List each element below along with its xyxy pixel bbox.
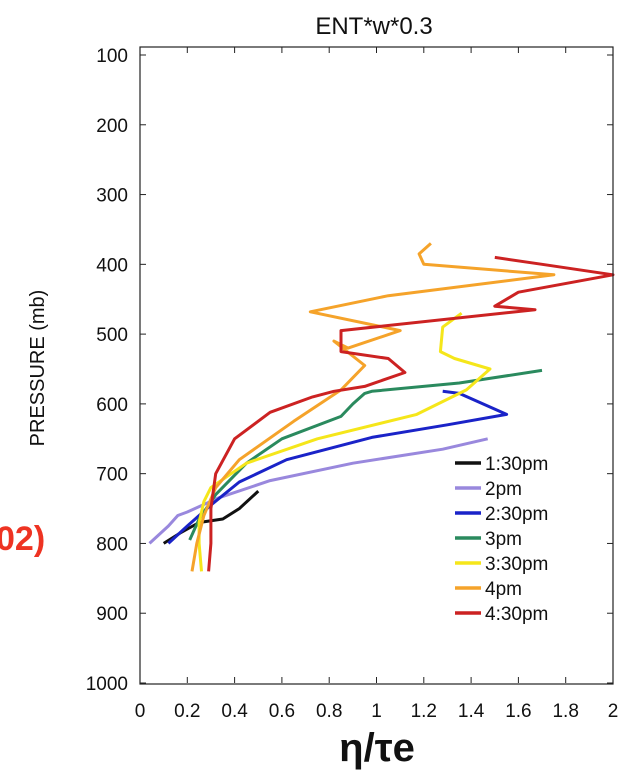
series-line <box>207 255 615 572</box>
x-tick-label: 1.2 <box>411 701 437 722</box>
plot-frame <box>139 46 614 685</box>
series-line <box>167 389 509 545</box>
y-tick-label: 800 <box>96 534 128 555</box>
legend-label: 4pm <box>485 579 522 600</box>
legend-label: 1:30pm <box>485 454 548 475</box>
y-axis-label: PRESSURE (mb) <box>27 290 49 447</box>
x-tick-label: 1 <box>371 701 382 722</box>
series-line <box>197 311 492 572</box>
x-tick-label: 0.8 <box>316 701 342 722</box>
axis-ticks <box>139 47 614 684</box>
legend-label: 2:30pm <box>485 504 548 525</box>
legend-label: 3:30pm <box>485 554 548 575</box>
x-tick-label: 0.2 <box>174 701 200 722</box>
y-tick-label: 300 <box>96 186 128 207</box>
x-tick-label: 0 <box>135 701 146 722</box>
x-tick-label: 0.6 <box>269 701 295 722</box>
legend-label: 3pm <box>485 529 522 550</box>
plot-lines <box>148 242 615 572</box>
y-tick-label: 600 <box>96 395 128 416</box>
y-tick-label: 900 <box>96 604 128 625</box>
y-tick-label: 700 <box>96 465 128 486</box>
x-tick-label: 1.6 <box>505 701 531 722</box>
y-tick-label: 200 <box>96 116 128 137</box>
y-tick-label: 400 <box>96 255 128 276</box>
y-tick-label: 500 <box>96 325 128 346</box>
y-tick-label: 1000 <box>86 674 128 695</box>
legend-label: 4:30pm <box>485 604 548 625</box>
x-axis-label: η/τe <box>339 726 415 770</box>
x-tick-label: 1.8 <box>552 701 578 722</box>
chart-title: ENT*w*0.3 <box>315 13 432 40</box>
x-tick-label: 2 <box>608 701 619 722</box>
legend: 1:30pm 2pm 2:30pm 3pm 3:30pm 4pm 4:30pm <box>455 454 548 625</box>
x-tick-label: 1.4 <box>458 701 485 722</box>
tick-labels: 0 0.2 0.4 0.6 0.8 1 1.2 1.4 1.6 1.8 2 100 200 300 400 5… <box>86 46 619 722</box>
y-tick-label: 100 <box>96 46 128 67</box>
legend-label: 2pm <box>485 479 522 500</box>
x-tick-label: 0.4 <box>221 701 248 722</box>
panel-tag: 02) <box>0 520 45 558</box>
